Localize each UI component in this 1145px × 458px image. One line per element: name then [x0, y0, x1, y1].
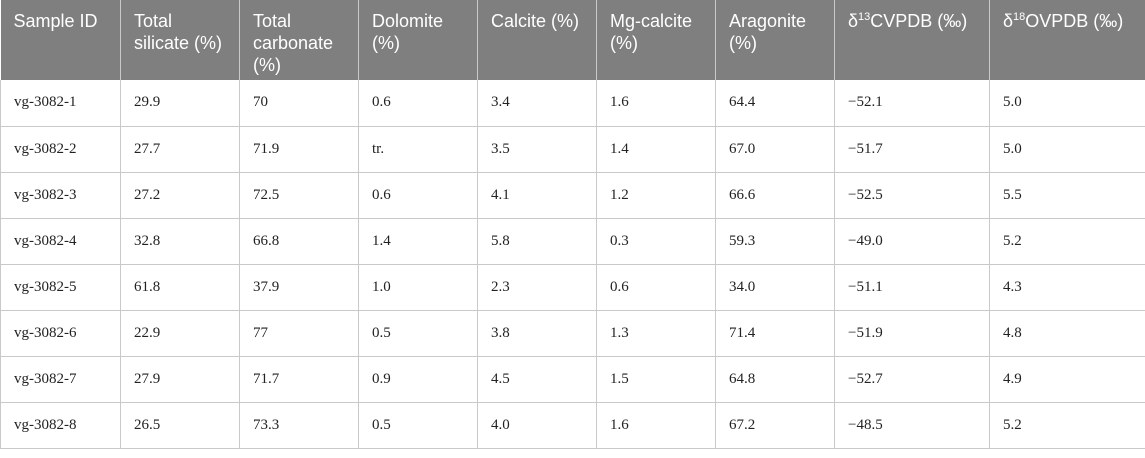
table-row: vg-3082-6 22.9 77 0.5 3.8 1.3 71.4 −51.9 4.8	[0, 310, 1145, 357]
cell-dolomite: 1.0	[358, 264, 478, 311]
header-d18o-rest: OVPDB (‰)	[1025, 11, 1124, 31]
cell-calcite: 4.1	[477, 172, 597, 219]
cell-d18o: 5.0	[989, 126, 1145, 173]
cell-total-silicate: 27.7	[120, 126, 240, 173]
cell-sample-id: vg-3082-5	[0, 264, 121, 311]
cell-aragonite: 66.6	[715, 172, 835, 219]
header-mg-calcite: Mg-calcite (%)	[596, 0, 716, 80]
cell-aragonite: 67.0	[715, 126, 835, 173]
cell-total-silicate: 29.9	[120, 80, 240, 127]
cell-d13c: −51.1	[834, 264, 990, 311]
header-aragonite: Aragonite (%)	[715, 0, 835, 80]
cell-d13c: −52.5	[834, 172, 990, 219]
cell-sample-id: vg-3082-4	[0, 218, 121, 265]
header-d13c-rest: CVPDB (‰)	[870, 11, 968, 31]
cell-d18o: 5.2	[989, 218, 1145, 265]
table-row: vg-3082-4 32.8 66.8 1.4 5.8 0.3 59.3 −49.0 5.2	[0, 218, 1145, 265]
cell-d13c: −51.9	[834, 310, 990, 357]
cell-d18o: 5.5	[989, 172, 1145, 219]
cell-total-silicate: 27.9	[120, 356, 240, 403]
cell-mg-calcite: 0.3	[596, 218, 716, 265]
cell-aragonite: 64.8	[715, 356, 835, 403]
cell-total-carbonate: 73.3	[239, 402, 359, 449]
cell-calcite: 3.5	[477, 126, 597, 173]
header-total-silicate: Total silicate (%)	[120, 0, 240, 80]
table-row: vg-3082-3 27.2 72.5 0.6 4.1 1.2 66.6 −52.5 5.5	[0, 172, 1145, 219]
cell-aragonite: 34.0	[715, 264, 835, 311]
cell-total-silicate: 32.8	[120, 218, 240, 265]
cell-sample-id: vg-3082-2	[0, 126, 121, 173]
cell-d18o: 4.3	[989, 264, 1145, 311]
cell-aragonite: 71.4	[715, 310, 835, 357]
cell-total-silicate: 26.5	[120, 402, 240, 449]
cell-calcite: 3.8	[477, 310, 597, 357]
cell-d18o: 4.8	[989, 310, 1145, 357]
cell-mg-calcite: 0.6	[596, 264, 716, 311]
cell-total-carbonate: 71.9	[239, 126, 359, 173]
cell-d13c: −51.7	[834, 126, 990, 173]
cell-dolomite: 1.4	[358, 218, 478, 265]
cell-d13c: −48.5	[834, 402, 990, 449]
cell-aragonite: 64.4	[715, 80, 835, 127]
cell-d13c: −52.7	[834, 356, 990, 403]
header-total-carbonate: Total carbonate (%)	[239, 0, 359, 80]
cell-total-silicate: 27.2	[120, 172, 240, 219]
cell-sample-id: vg-3082-3	[0, 172, 121, 219]
header-d13c: δ13CVPDB (‰)	[834, 0, 990, 80]
cell-dolomite: 0.9	[358, 356, 478, 403]
cell-calcite: 2.3	[477, 264, 597, 311]
header-d13c-prefix: δ	[848, 11, 859, 31]
cell-total-carbonate: 37.9	[239, 264, 359, 311]
cell-dolomite: 0.5	[358, 402, 478, 449]
header-calcite: Calcite (%)	[477, 0, 597, 80]
header-sample-id: Sample ID	[0, 0, 121, 80]
cell-sample-id: vg-3082-6	[0, 310, 121, 357]
cell-d18o: 4.9	[989, 356, 1145, 403]
cell-mg-calcite: 1.2	[596, 172, 716, 219]
cell-calcite: 4.0	[477, 402, 597, 449]
cell-total-carbonate: 70	[239, 80, 359, 127]
header-row: Sample ID Total silicate (%) Total carbo…	[0, 0, 1145, 80]
cell-aragonite: 67.2	[715, 402, 835, 449]
cell-d18o: 5.2	[989, 402, 1145, 449]
cell-dolomite: tr.	[358, 126, 478, 173]
table-row: vg-3082-1 29.9 70 0.6 3.4 1.6 64.4 −52.1 5.0	[0, 80, 1145, 127]
cell-total-carbonate: 72.5	[239, 172, 359, 219]
cell-calcite: 3.4	[477, 80, 597, 127]
cell-total-carbonate: 66.8	[239, 218, 359, 265]
header-dolomite: Dolomite (%)	[358, 0, 478, 80]
cell-total-carbonate: 77	[239, 310, 359, 357]
cell-calcite: 5.8	[477, 218, 597, 265]
cell-mg-calcite: 1.5	[596, 356, 716, 403]
cell-d18o: 5.0	[989, 80, 1145, 127]
cell-dolomite: 0.6	[358, 172, 478, 219]
header-d18o-sup: 18	[1013, 11, 1026, 23]
header-d18o-prefix: δ	[1003, 11, 1014, 31]
cell-d13c: −52.1	[834, 80, 990, 127]
table-row: vg-3082-5 61.8 37.9 1.0 2.3 0.6 34.0 −51.1 4.3	[0, 264, 1145, 311]
table-row: vg-3082-2 27.7 71.9 tr. 3.5 1.4 67.0 −51.7 5.0	[0, 126, 1145, 173]
header-d13c-sup: 13	[858, 11, 871, 23]
table-body: vg-3082-1 29.9 70 0.6 3.4 1.6 64.4 −52.1 5.0 vg-3…	[0, 80, 1145, 449]
cell-total-silicate: 61.8	[120, 264, 240, 311]
cell-calcite: 4.5	[477, 356, 597, 403]
cell-mg-calcite: 1.4	[596, 126, 716, 173]
cell-dolomite: 0.5	[358, 310, 478, 357]
cell-aragonite: 59.3	[715, 218, 835, 265]
cell-dolomite: 0.6	[358, 80, 478, 127]
cell-d13c: −49.0	[834, 218, 990, 265]
table-row: vg-3082-7 27.9 71.7 0.9 4.5 1.5 64.8 −52.7 4.9	[0, 356, 1145, 403]
cell-total-carbonate: 71.7	[239, 356, 359, 403]
cell-mg-calcite: 1.6	[596, 80, 716, 127]
table-row: vg-3082-8 26.5 73.3 0.5 4.0 1.6 67.2 −48.5 5.2	[0, 402, 1145, 449]
cell-mg-calcite: 1.3	[596, 310, 716, 357]
cell-sample-id: vg-3082-7	[0, 356, 121, 403]
cell-total-silicate: 22.9	[120, 310, 240, 357]
cell-mg-calcite: 1.6	[596, 402, 716, 449]
cell-sample-id: vg-3082-1	[0, 80, 121, 127]
header-d18o: δ18OVPDB (‰)	[989, 0, 1145, 80]
cell-sample-id: vg-3082-8	[0, 402, 121, 449]
